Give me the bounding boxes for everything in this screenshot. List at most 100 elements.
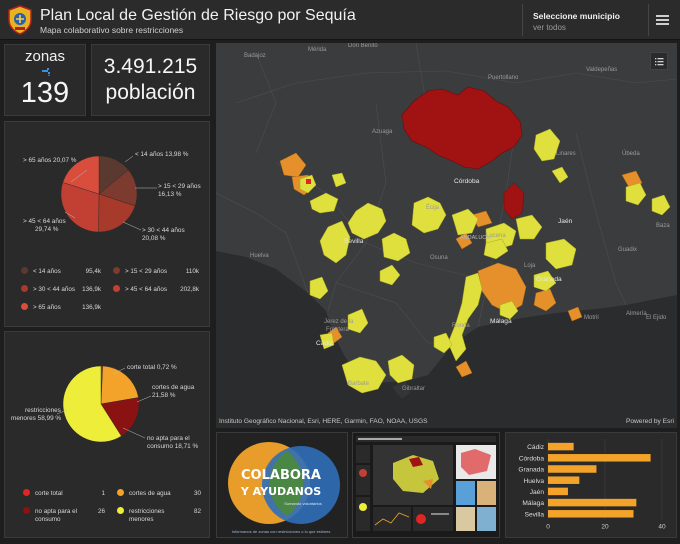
region-restricciones-menores[interactable] — [347, 202, 387, 240]
legend-dot-icon — [113, 267, 120, 274]
municipality-selector-value[interactable]: ver todos — [533, 23, 566, 32]
legend-value: 202,8k — [180, 286, 199, 293]
header-divider — [522, 4, 523, 36]
legend-label: cortes de agua — [129, 490, 171, 497]
header-divider-2 — [648, 4, 649, 36]
legend-dot-icon — [23, 507, 30, 514]
map-label-frontera: Frontera — [326, 327, 349, 333]
legend-dot-icon — [117, 507, 124, 514]
bar-category-label: Sevilla — [525, 511, 545, 518]
age-label-65: > 65 años 20,07 % — [23, 157, 77, 164]
province-boundaries — [216, 43, 677, 344]
dashboard-thumbnail[interactable] — [352, 432, 500, 538]
map-label-linares: Linares — [556, 151, 576, 157]
region-corte-total[interactable] — [306, 179, 311, 184]
map-layer-list-button[interactable] — [650, 52, 668, 70]
region-cortes-agua[interactable] — [455, 232, 473, 250]
municipality-selector-label[interactable]: Seleccione municipio — [533, 11, 620, 21]
legend-value: 136,9k — [82, 304, 101, 311]
region-restricciones-menores-cadiz[interactable] — [341, 356, 387, 394]
region-restricciones-menores[interactable] — [387, 354, 415, 384]
map-label-el-ejido: El Ejido — [646, 315, 667, 321]
age-pie-slice-4[interactable] — [62, 155, 100, 195]
region-restricciones-menores[interactable] — [625, 182, 647, 206]
bar-cádiz[interactable] — [548, 442, 574, 451]
promo-panel[interactable]: COLABORA Y AYUDANOS Sumando voluntarios … — [216, 432, 348, 538]
map-label-merida: Mérida — [308, 47, 327, 53]
region-cortes-agua[interactable] — [567, 306, 583, 322]
region-restricciones-menores[interactable] — [433, 332, 453, 354]
region-restricciones-menores[interactable] — [533, 270, 557, 292]
restrictions-map[interactable]: Badajoz Mérida Don Benito Puertollano Va… — [216, 43, 677, 428]
restr-label-corte-total: corte total 0,72 % — [127, 364, 177, 371]
region-cortes-agua[interactable] — [455, 360, 473, 378]
bar-córdoba[interactable] — [548, 454, 651, 462]
region-restricciones-menores[interactable] — [545, 238, 577, 270]
age-pie-slice-2[interactable] — [98, 193, 136, 233]
bar-sevilla[interactable] — [548, 510, 634, 518]
sea-area — [216, 251, 677, 428]
region-restricciones-menores[interactable] — [319, 332, 335, 350]
map-label-jerez: Jerez de la — [324, 319, 354, 325]
map-label-ubeda: Úbeda — [622, 150, 640, 157]
legend-label: > 15 < 29 años — [125, 268, 168, 275]
age-label-45-64: > 45 < 64 años — [23, 218, 66, 225]
region-restricciones-menores[interactable] — [411, 196, 447, 234]
region-no-apta-north[interactable] — [401, 86, 523, 170]
restrictions-pie-slice-2[interactable] — [100, 397, 140, 437]
region-restricciones-menores[interactable] — [451, 208, 479, 236]
legend-label: no apta para el — [35, 508, 78, 515]
bar-jaén[interactable] — [548, 487, 568, 496]
bar-granada[interactable] — [548, 465, 597, 473]
age-legend: < 14 años 95,4k > 15 < 29 años 110k > 30… — [21, 267, 209, 328]
zones-label: zonas — [24, 48, 66, 65]
region-cortes-agua[interactable] — [279, 152, 307, 178]
legend-label: restricciones — [129, 508, 165, 515]
region-cortes-agua-malaga[interactable] — [477, 262, 527, 314]
bar-category-label: Cádiz — [527, 444, 544, 451]
bar-málaga[interactable] — [548, 498, 637, 507]
map-label-malaga: Málaga — [490, 318, 512, 325]
region-restricciones-menores[interactable] — [379, 264, 401, 286]
map-attribution[interactable]: Instituto Geográfico Nacional, Esri, HER… — [219, 418, 428, 425]
region-restricciones-menores[interactable] — [651, 194, 671, 216]
restr-label-cortes-agua: cortes de agua — [152, 384, 195, 391]
region-restricciones-menores[interactable] — [515, 214, 543, 240]
region-no-apta-center[interactable] — [503, 182, 525, 220]
legend-value: 110k — [185, 268, 199, 275]
region-restricciones-menores-ronda[interactable] — [447, 272, 483, 362]
legend-label: corte total — [35, 490, 63, 497]
region-restricciones-menores[interactable] — [309, 276, 329, 300]
bar-huelva[interactable] — [548, 476, 580, 484]
restrictions-pie-slice-1[interactable] — [100, 365, 139, 405]
region-restricciones-menores[interactable] — [331, 172, 347, 188]
region-restricciones-menores[interactable] — [381, 232, 411, 262]
map-label-loja: Loja — [524, 263, 536, 269]
legend-dot-icon — [21, 267, 28, 274]
age-pie-slice-3[interactable] — [60, 182, 100, 233]
legend-value: 30 — [193, 490, 201, 497]
region-restricciones-menores[interactable] — [309, 192, 339, 214]
map-label-cadiz: Cádiz — [316, 340, 333, 347]
legend-dot-icon — [21, 303, 28, 310]
map-canvas[interactable]: Badajoz Mérida Don Benito Puertollano Va… — [216, 43, 677, 428]
legend-dot-icon — [23, 489, 30, 496]
region-restricciones-menores[interactable] — [319, 220, 351, 264]
legend-dot-icon — [21, 285, 28, 292]
province-bar-chart: Cádiz Córdoba Granada Huelva Jaén Málaga Sevil… — [518, 439, 666, 530]
region-restricciones-menores[interactable] — [533, 128, 561, 162]
region-restricciones-menores[interactable] — [499, 300, 519, 320]
restrictions-pie-slice-3[interactable] — [62, 365, 122, 443]
hamburger-menu-icon[interactable] — [656, 15, 669, 25]
promo-line-2: Y AYUDANOS — [240, 485, 321, 498]
restr-label-no-apta: no apta para el — [147, 435, 190, 442]
region-restricciones-menores[interactable] — [483, 238, 509, 260]
legend-value: 26 — [97, 508, 105, 515]
region-restricciones-menores[interactable] — [551, 166, 569, 184]
age-label-30-44-pct: 20,08 % — [142, 235, 166, 242]
age-distribution-panel: > 65 años 20,07 % < 14 años 13,98 % > 15… — [4, 121, 210, 327]
region-restricciones-menores[interactable] — [347, 308, 369, 334]
zones-indicator: zonas 139 — [4, 44, 86, 116]
promo-line-1: COLABORA — [241, 468, 321, 483]
map-powered-by[interactable]: Powered by Esri — [625, 418, 674, 425]
